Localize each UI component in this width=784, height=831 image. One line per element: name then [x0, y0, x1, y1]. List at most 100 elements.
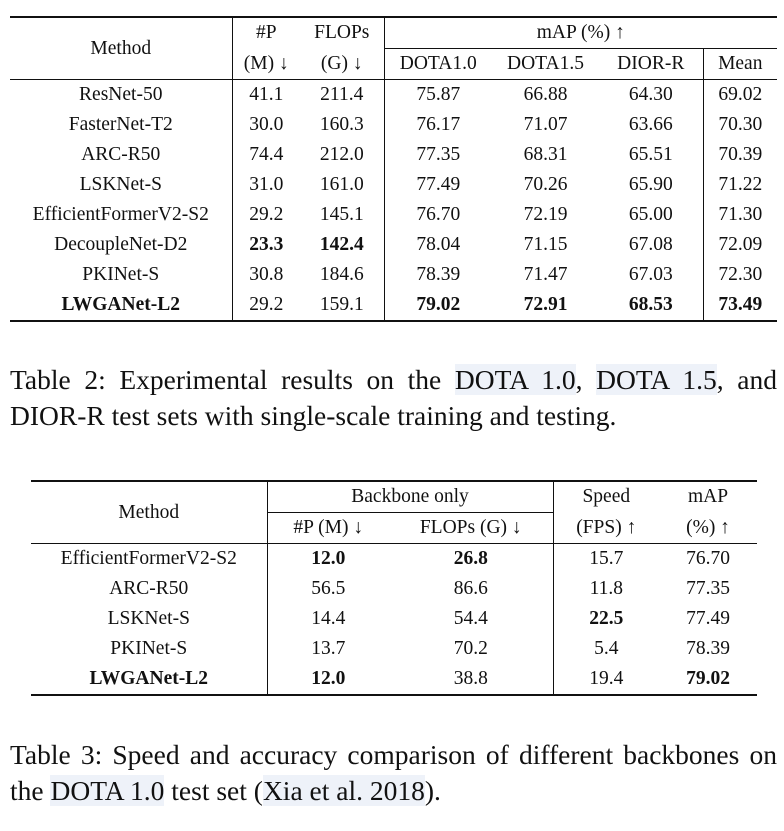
table-row: ResNet-50 41.1 211.4 75.87 66.88 64.30 6…	[10, 79, 778, 110]
params-cell: 31.0	[231, 170, 300, 200]
table-row: DecoupleNet-D2 23.3 142.4 78.04 71.15 67…	[10, 230, 778, 260]
params-header-bottom: (M) ↓	[231, 48, 300, 80]
params-cell: 74.4	[231, 140, 300, 170]
mean-header: Mean	[702, 48, 778, 80]
flops-header-bottom: (G) ↓	[300, 48, 384, 80]
caption-dataset-link[interactable]: DOTA 1.0	[50, 775, 165, 806]
params-cell-best: 12.0	[311, 548, 346, 569]
method-cell: EfficientFormerV2-S2	[32, 204, 209, 225]
flops-cell: 54.4	[453, 608, 488, 629]
flops-cell: 184.6	[319, 264, 364, 285]
method-cell: PKINet-S	[110, 638, 188, 659]
dota15-cell: 71.15	[523, 234, 568, 255]
mean-cell: 71.22	[702, 170, 778, 200]
table-row: ARC-R50 56.5 86.6 11.8 77.35	[31, 574, 757, 604]
fps-cell: 5.4	[552, 634, 660, 664]
mean-cell: 69.02	[702, 79, 778, 110]
method-cell: ARC-R50	[81, 144, 161, 165]
method-cell: ResNet-50	[79, 84, 163, 105]
dota15-cell-best: 72.91	[523, 294, 568, 315]
method-cell: EfficientFormerV2-S2	[60, 548, 237, 569]
flops-cell: 159.1	[300, 290, 384, 322]
method-cell: LSKNet-S	[79, 174, 162, 195]
map-cell: 77.35	[686, 578, 730, 599]
fps-cell: 15.7	[552, 543, 660, 574]
table-row: FasterNet-T2 30.0 160.3 76.17 71.07 63.6…	[10, 110, 778, 140]
map-header-top: mAP	[659, 480, 758, 513]
mean-cell: 71.30	[702, 200, 778, 230]
mean-cell: 70.39	[702, 140, 778, 170]
dota10-cell: 77.49	[383, 170, 492, 200]
caption-text: ).	[424, 775, 441, 806]
caption-text: test set (	[164, 775, 263, 806]
fps-cell: 11.8	[552, 574, 660, 604]
diorr-cell: 65.51	[628, 144, 673, 165]
flops-cell: 211.4	[320, 84, 364, 105]
dota15-cell: 72.19	[523, 204, 568, 225]
params-cell: 13.7	[266, 634, 389, 664]
dota15-cell: 66.88	[523, 84, 568, 105]
fps-cell: 19.4	[552, 664, 660, 696]
method-header: Method	[10, 16, 232, 80]
params-cell: 30.8	[231, 260, 300, 290]
table-row: EfficientFormerV2-S2 29.2 145.1 76.70 72…	[10, 200, 778, 230]
dota10-cell: 77.35	[383, 140, 492, 170]
flops-header: FLOPs (G) ↓	[389, 512, 554, 544]
flops-cell-best: 142.4	[319, 234, 364, 255]
map-cell-best: 79.02	[686, 668, 730, 689]
diorr-cell: 65.90	[628, 174, 673, 195]
dota10-cell-best: 79.02	[416, 294, 461, 315]
method-cell: PKINet-S	[82, 264, 160, 285]
fps-cell-best: 22.5	[589, 608, 624, 629]
speed-header-top: Speed	[552, 480, 660, 513]
method-header: Method	[31, 480, 267, 544]
dota15-header: DOTA1.5	[492, 48, 599, 80]
diorr-cell: 67.03	[628, 264, 673, 285]
caption-dataset-link[interactable]: DOTA 1.0	[454, 364, 576, 395]
dota10-cell: 76.70	[383, 200, 492, 230]
speed-header-bottom: (FPS) ↑	[552, 512, 660, 544]
method-cell: ARC-R50	[109, 578, 189, 599]
flops-cell: 212.0	[319, 144, 364, 165]
caption-text: Table 3: Speed and accuracy comparison o…	[10, 739, 777, 806]
diorr-cell-best: 68.53	[628, 294, 673, 315]
table-row: PKINet-S 30.8 184.6 78.39 71.47 67.03 72…	[10, 260, 778, 290]
diorr-cell: 67.08	[628, 234, 673, 255]
flops-cell: 38.8	[389, 664, 554, 696]
table-row-ours: LWGANet-L2 12.0 38.8 19.4 79.02	[31, 664, 758, 696]
params-cell-best: 23.3	[249, 234, 284, 255]
map-header-bottom: (%) ↑	[659, 512, 758, 544]
table-row: EfficientFormerV2-S2 12.0 26.8 15.7 76.7…	[31, 543, 757, 574]
table-row: LSKNet-S 14.4 54.4 22.5 77.49	[31, 604, 757, 634]
params-cell: 29.2	[231, 290, 300, 322]
flops-cell: 160.3	[319, 114, 364, 135]
table-2: Method #P FLOPs mAP (%) ↑ (M) ↓ (G) ↓ DO…	[10, 16, 778, 322]
map-group-header: mAP (%) ↑	[383, 16, 778, 49]
map-cell: 77.49	[686, 608, 730, 629]
flops-header-top: FLOPs	[300, 16, 384, 49]
params-cell: 41.1	[231, 79, 300, 110]
diorr-cell: 63.66	[628, 114, 673, 135]
params-header-top: #P	[231, 16, 300, 49]
flops-cell: 161.0	[319, 174, 364, 195]
table-3: Method Backbone only Speed mAP #P (M) ↓ …	[31, 480, 758, 696]
caption-text: ,	[575, 364, 597, 395]
mean-cell-best: 73.49	[718, 294, 763, 315]
method-cell-ours: LWGANet-L2	[89, 668, 208, 689]
caption-dataset-link[interactable]: DOTA 1.5	[596, 364, 717, 395]
table-row: LSKNet-S 31.0 161.0 77.49 70.26 65.90 71…	[10, 170, 778, 200]
table-2-caption: Table 2: Experimental results on the DOT…	[10, 362, 777, 434]
params-cell: 14.4	[266, 604, 389, 634]
diorr-header: DIOR-R	[599, 48, 703, 80]
params-header: #P (M) ↓	[266, 512, 389, 544]
flops-cell: 70.2	[453, 638, 488, 659]
diorr-cell: 65.00	[628, 204, 673, 225]
map-cell: 76.70	[686, 548, 730, 569]
flops-cell-best: 26.8	[453, 548, 488, 569]
flops-cell: 86.6	[453, 578, 488, 599]
caption-citation-link[interactable]: Xia et al. 2018	[262, 775, 425, 806]
table-row-ours: LWGANet-L2 29.2 159.1 79.02 72.91 68.53 …	[10, 290, 778, 322]
method-cell: FasterNet-T2	[68, 114, 173, 135]
map-cell: 78.39	[686, 638, 730, 659]
params-cell: 56.5	[266, 574, 389, 604]
